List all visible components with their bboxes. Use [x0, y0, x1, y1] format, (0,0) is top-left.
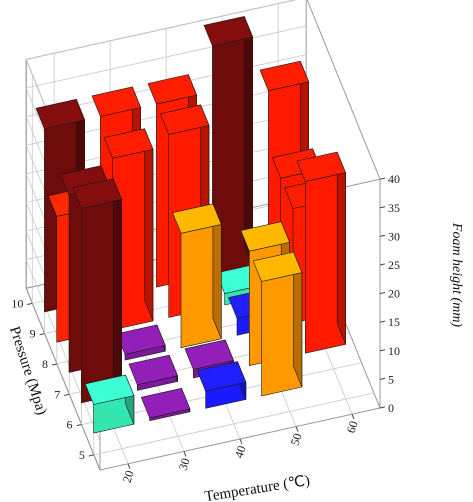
- bar-T40-P6: [196, 361, 247, 409]
- z-tick-mark: [379, 406, 386, 409]
- bar-T40-P8: [172, 203, 222, 349]
- z-tick-label: 5: [388, 372, 394, 386]
- z-tick-mark: [379, 177, 386, 180]
- bar-T20-P7: [72, 178, 122, 404]
- z-tick-label: 10: [388, 344, 400, 358]
- z-tick-mark: [379, 320, 386, 323]
- y-tick-label: 5: [79, 448, 85, 462]
- bar-top-face: [104, 128, 154, 159]
- x-tick-mark: [295, 426, 299, 432]
- z-tick-mark: [379, 263, 386, 266]
- x-tick-label: 20: [120, 469, 137, 485]
- y-tick-mark: [88, 454, 94, 457]
- bar-top-face: [252, 251, 303, 282]
- bar-side-face: [336, 151, 346, 345]
- z-tick-mark: [379, 377, 386, 380]
- bar-top-face: [84, 374, 135, 405]
- bar-top-face: [196, 361, 247, 392]
- y-tick-label: 9: [30, 327, 36, 341]
- bar-top-face: [172, 203, 222, 234]
- z-tick-mark: [379, 292, 386, 295]
- bar-top-face: [259, 60, 310, 91]
- z-tick-label: 0: [388, 401, 394, 415]
- bar-top-face: [147, 74, 197, 105]
- y-tick-mark: [27, 302, 33, 305]
- z-tick-label: 15: [388, 315, 400, 329]
- top-right-edge: [306, 0, 381, 180]
- z-tick-label: 25: [388, 258, 400, 272]
- bar-T30-P6: [140, 387, 191, 422]
- x-tick-label: 60: [344, 419, 361, 435]
- x-tick-label: 30: [176, 456, 193, 472]
- bar-top-face: [203, 16, 253, 47]
- z-tick-mark: [379, 234, 386, 237]
- chart-ticks: 0 5 10 15 20 25 30 35 40 20 30 40 50 60 5 6 7 8 9 10: [11, 172, 400, 484]
- y-tick-mark: [39, 333, 45, 336]
- bar-top-face: [140, 387, 191, 419]
- x-axis-label: Temperature (℃): [204, 473, 311, 502]
- y-tick-label: 10: [11, 296, 23, 310]
- z-tick-mark: [379, 349, 386, 352]
- bar-top-face: [91, 86, 141, 117]
- bar-T20-P6: [84, 374, 135, 434]
- z-tick-label: 40: [388, 172, 400, 186]
- bar-T50-P6: [252, 251, 303, 397]
- x-tick-label: 50: [288, 431, 305, 447]
- x-tick-mark: [183, 451, 187, 457]
- z-tick-label: 20: [388, 287, 400, 301]
- bar-top-face: [184, 339, 234, 370]
- bar-T30-P7: [128, 354, 178, 391]
- bar-side-face: [144, 128, 154, 322]
- bar-top-face: [296, 151, 346, 182]
- x-tick-mark: [351, 414, 355, 420]
- z-tick-label: 30: [388, 229, 400, 243]
- x-tick-mark: [239, 438, 243, 445]
- z-tick-mark: [379, 206, 386, 209]
- bar-top-face: [72, 178, 122, 209]
- y-tick-mark: [76, 424, 82, 427]
- z-axis-label: Foam height (mm): [449, 222, 464, 328]
- bar-side-face: [112, 178, 122, 395]
- y-tick-label: 6: [67, 418, 73, 432]
- x-tick-label: 40: [232, 444, 249, 460]
- bar-top-face: [35, 99, 85, 130]
- y-tick-label: 7: [54, 387, 60, 401]
- x-tick-mark: [127, 463, 131, 469]
- y-tick-label: 8: [42, 357, 48, 371]
- z-tick-label: 35: [388, 201, 400, 215]
- bar-top-face: [240, 221, 290, 252]
- chart-bars: [35, 16, 346, 434]
- y-tick-mark: [51, 363, 58, 366]
- bar-T60-P7: [296, 151, 346, 354]
- bar-T30-P9: [104, 128, 154, 331]
- bar-T30-P8: [116, 324, 166, 361]
- bar-top-face: [160, 104, 210, 135]
- bar-top-face: [128, 354, 178, 386]
- y-tick-mark: [64, 393, 70, 396]
